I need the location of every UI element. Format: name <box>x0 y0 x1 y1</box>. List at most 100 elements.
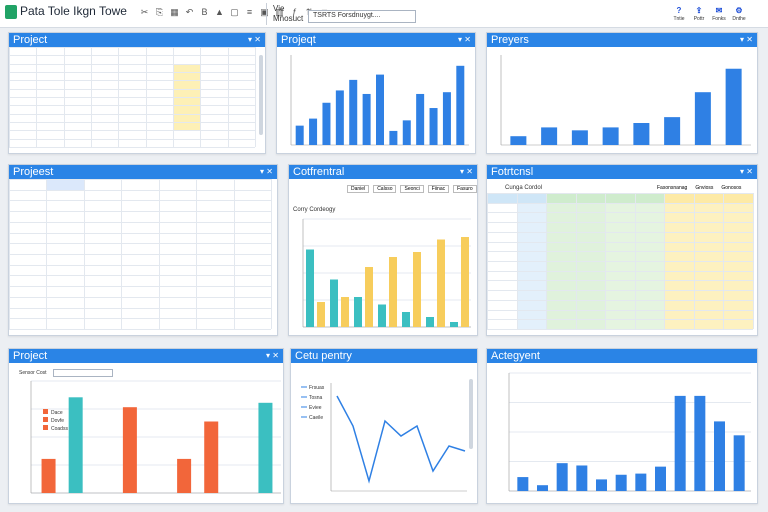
highlighted-cell[interactable] <box>724 271 753 281</box>
chart-icon[interactable]: ▥ <box>275 7 284 17</box>
cut-icon[interactable]: ✂ <box>140 7 149 17</box>
highlighted-cell[interactable] <box>547 194 576 203</box>
highlighted-cell[interactable] <box>665 291 694 300</box>
highlighted-cell[interactable] <box>635 242 665 252</box>
panel-menu-icon[interactable]: ▾ ✕ <box>460 167 473 176</box>
highlighted-cell[interactable] <box>606 232 635 242</box>
highlighted-cell[interactable] <box>694 291 724 300</box>
highlighted-cell[interactable] <box>694 281 724 291</box>
highlighted-cell[interactable] <box>724 281 753 291</box>
chart-tab[interactable]: Seonci <box>400 185 424 193</box>
highlighted-cell[interactable] <box>694 262 724 271</box>
highlighted-cell[interactable] <box>576 320 606 329</box>
highlighted-cell[interactable] <box>517 194 547 203</box>
highlighted-cell[interactable] <box>547 281 576 291</box>
undo-icon[interactable]: ↶ <box>185 7 194 17</box>
highlighted-cell[interactable] <box>517 213 547 223</box>
highlighted-cell[interactable] <box>517 291 547 300</box>
highlighted-cell[interactable] <box>635 194 665 203</box>
highlighted-cell[interactable] <box>606 213 635 223</box>
highlighted-cell[interactable] <box>724 262 753 271</box>
highlighted-cell[interactable] <box>547 320 576 329</box>
highlighted-cell[interactable] <box>517 310 547 320</box>
highlighted-cell[interactable] <box>576 262 606 271</box>
highlighted-cell[interactable] <box>665 271 694 281</box>
highlighted-cell[interactable] <box>694 271 724 281</box>
highlighted-cell[interactable] <box>635 320 665 329</box>
highlighted-cell[interactable] <box>665 252 694 261</box>
highlighted-cell[interactable] <box>694 242 724 252</box>
highlighted-cell[interactable] <box>724 203 753 213</box>
highlighted-cell[interactable] <box>665 232 694 242</box>
highlighted-cell[interactable] <box>694 252 724 261</box>
highlighted-cell[interactable] <box>606 291 635 300</box>
highlighted-cell[interactable] <box>606 271 635 281</box>
filter-dropdown[interactable] <box>52 369 113 377</box>
search-input[interactable]: TSRTS Forsdnuygt.... <box>308 10 416 23</box>
bold-icon[interactable]: B <box>201 7 208 17</box>
highlighted-cell[interactable] <box>606 281 635 291</box>
highlighted-cell[interactable] <box>517 203 547 213</box>
vertical-scrollbar[interactable] <box>259 55 263 135</box>
chart-tab[interactable]: Fasuro <box>453 185 477 193</box>
highlighted-cell[interactable] <box>694 223 724 232</box>
chart-tab[interactable]: Daniel <box>347 185 370 193</box>
settings-button[interactable]: ⚙ Dnthe <box>732 6 746 24</box>
highlighted-cell[interactable] <box>517 223 547 232</box>
highlighted-cell[interactable] <box>635 281 665 291</box>
highlighted-cell[interactable] <box>635 300 665 310</box>
highlighted-cell[interactable] <box>635 203 665 213</box>
vertical-scrollbar[interactable] <box>469 379 473 449</box>
highlighted-cell[interactable] <box>724 223 753 232</box>
highlighted-cell[interactable] <box>517 252 547 261</box>
image-icon[interactable]: ▣ <box>260 7 269 17</box>
border-icon[interactable]: ▢ <box>230 7 239 17</box>
highlighted-cell[interactable] <box>576 281 606 291</box>
panel-menu-icon[interactable]: ▾ ✕ <box>458 35 471 44</box>
highlighted-cell[interactable] <box>606 262 635 271</box>
highlighted-cell[interactable] <box>665 281 694 291</box>
highlighted-cell[interactable] <box>547 310 576 320</box>
highlighted-cell[interactable] <box>694 300 724 310</box>
highlighted-cell[interactable] <box>724 252 753 261</box>
sheet-tab[interactable]: Gonosos <box>721 185 742 191</box>
highlighted-cell[interactable] <box>635 291 665 300</box>
panel-menu-icon[interactable]: ▾ ✕ <box>266 351 279 360</box>
highlighted-cell[interactable] <box>547 203 576 213</box>
highlighted-cell[interactable] <box>724 242 753 252</box>
highlighted-cell[interactable] <box>576 300 606 310</box>
spreadsheet-grid[interactable] <box>487 193 757 333</box>
highlighted-cell[interactable] <box>174 106 201 114</box>
highlighted-cell[interactable] <box>665 320 694 329</box>
highlighted-cell[interactable] <box>635 310 665 320</box>
highlighted-cell[interactable] <box>724 213 753 223</box>
highlighted-cell[interactable] <box>174 73 201 81</box>
highlighted-cell[interactable] <box>547 232 576 242</box>
highlighted-cell[interactable] <box>517 271 547 281</box>
highlighted-cell[interactable] <box>694 213 724 223</box>
highlighted-cell[interactable] <box>547 223 576 232</box>
highlighted-cell[interactable] <box>724 310 753 320</box>
highlighted-cell[interactable] <box>576 291 606 300</box>
highlighted-cell[interactable] <box>694 320 724 329</box>
highlighted-cell[interactable] <box>606 320 635 329</box>
highlighted-cell[interactable] <box>635 252 665 261</box>
highlighted-cell[interactable] <box>635 262 665 271</box>
highlighted-cell[interactable] <box>665 300 694 310</box>
sheet-tab[interactable]: Gnvioss <box>695 185 714 191</box>
highlighted-cell[interactable] <box>174 89 201 97</box>
comment-button[interactable]: ✉ Fonks <box>712 6 726 24</box>
highlighted-cell[interactable] <box>635 213 665 223</box>
highlighted-cell[interactable] <box>576 213 606 223</box>
highlighted-cell[interactable] <box>547 213 576 223</box>
highlighted-cell[interactable] <box>724 232 753 242</box>
highlighted-cell[interactable] <box>174 64 201 72</box>
paste-icon[interactable]: ▦ <box>170 7 179 17</box>
highlighted-cell[interactable] <box>547 242 576 252</box>
highlighted-cell[interactable] <box>724 194 753 203</box>
highlighted-cell[interactable] <box>517 262 547 271</box>
panel-menu-icon[interactable]: ▾ ✕ <box>248 35 261 44</box>
highlighted-cell[interactable] <box>547 291 576 300</box>
function-icon[interactable]: ƒ <box>291 7 297 17</box>
copy-icon[interactable]: ⎘ <box>155 7 164 17</box>
